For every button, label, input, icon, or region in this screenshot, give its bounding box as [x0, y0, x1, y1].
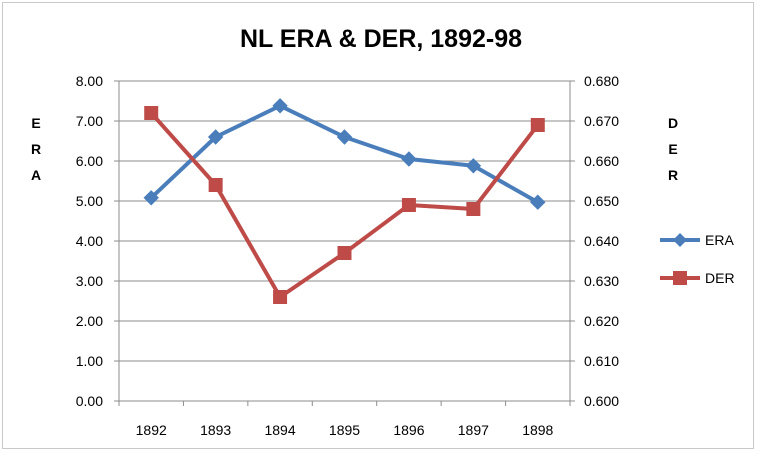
right-axis-title-letter: E	[668, 141, 677, 157]
left-tick-label: 1.00	[76, 353, 103, 369]
der-data-point	[337, 246, 352, 260]
era-data-point	[530, 194, 546, 210]
chart-svg: NL ERA & DER, 1892-98 0.00 0.600 1.00 0.610…	[31, 25, 735, 438]
x-tick-label: 1895	[329, 422, 360, 438]
legend-era-label: ERA	[705, 232, 734, 248]
left-tick-label: 7.00	[76, 113, 103, 129]
series-layer	[143, 98, 546, 304]
left-tick-label: 2.00	[76, 313, 103, 329]
left-axis-title-letter: R	[31, 141, 41, 157]
legend-der-label: DER	[705, 270, 735, 286]
era-data-point	[401, 151, 417, 167]
right-tick-label: 0.650	[584, 193, 619, 209]
era-data-point	[207, 129, 224, 145]
right-tick-label: 0.630	[584, 273, 619, 289]
left-tick-label: 3.00	[76, 273, 103, 289]
right-tick-label: 0.640	[584, 233, 619, 249]
x-tick-label: 1893	[200, 422, 231, 438]
chart-title: NL ERA & DER, 1892-98	[240, 25, 522, 53]
legend: ERA DER	[660, 232, 735, 286]
legend-der-marker	[673, 271, 687, 285]
era-data-point	[465, 158, 482, 174]
left-tick-label: 5.00	[76, 193, 103, 209]
right-tick-label: 0.680	[584, 73, 619, 89]
der-data-point	[401, 198, 416, 212]
x-tick-label: 1892	[136, 422, 167, 438]
legend-era-marker	[673, 233, 687, 247]
x-tick-label: 1898	[522, 422, 553, 438]
left-axis-title-letter: A	[31, 167, 41, 183]
era-data-point	[143, 190, 159, 206]
left-axis-title-letter: E	[31, 115, 40, 131]
right-tick-label: 0.600	[584, 393, 619, 409]
grid-layer	[119, 80, 570, 362]
right-axis-title-letter: D	[668, 115, 678, 131]
x-tick-label: 1896	[393, 422, 424, 438]
chart-frame: NL ERA & DER, 1892-98 0.00 0.600 1.00 0.610…	[2, 2, 754, 449]
right-axis-title-letter: R	[668, 167, 678, 183]
right-tick-label: 0.660	[584, 153, 619, 169]
era-data-point	[272, 98, 288, 114]
right-tick-label: 0.670	[584, 113, 619, 129]
left-tick-label: 4.00	[76, 233, 103, 249]
left-tick-label: 6.00	[76, 153, 103, 169]
right-tick-label: 0.610	[584, 353, 619, 369]
left-tick-label: 0.00	[76, 393, 103, 409]
der-data-point	[273, 290, 288, 304]
era-data-point	[336, 129, 353, 145]
der-data-point	[208, 178, 223, 192]
x-tick-label: 1894	[264, 422, 295, 438]
der-data-point	[144, 106, 159, 120]
right-tick-label: 0.620	[584, 313, 619, 329]
x-tick-label: 1897	[458, 422, 489, 438]
axis-layer: 0.00 0.600 1.00 0.610 2.00 0.620 3.00 0.630 4.00…	[31, 73, 678, 438]
der-data-point	[530, 118, 545, 132]
der-data-point	[466, 202, 481, 216]
left-tick-label: 8.00	[76, 73, 103, 89]
